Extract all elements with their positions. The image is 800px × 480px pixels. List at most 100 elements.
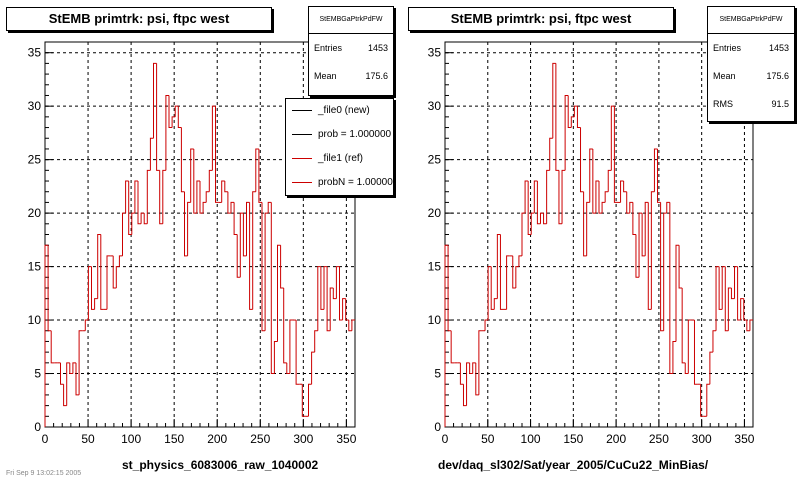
histogram-bin	[693, 320, 698, 385]
x-tick-label: 250	[250, 432, 270, 446]
histogram-bin	[496, 234, 501, 299]
y-tick-label: 15	[28, 260, 42, 274]
histogram-bin	[493, 298, 498, 310]
x-tick-label: 100	[121, 432, 141, 446]
y-tick-label: 35	[428, 46, 442, 60]
histogram-bin	[663, 212, 667, 331]
histogram-bin	[555, 63, 559, 171]
histogram-bin	[326, 266, 331, 332]
x-tick-label: 50	[481, 432, 495, 446]
histogram-bin	[246, 201, 250, 256]
stats-label: RMS	[713, 99, 733, 109]
histogram-bin	[193, 148, 197, 214]
histogram-bin	[564, 94, 569, 171]
histogram-bin	[115, 266, 120, 288]
histogram-bin	[335, 266, 340, 299]
histogram-bin	[63, 384, 67, 407]
legend-line-icon	[292, 134, 312, 135]
histogram-bin	[348, 320, 352, 332]
histogram-bin	[450, 330, 455, 364]
histogram-bin	[255, 148, 259, 192]
histogram-bin	[205, 191, 210, 203]
histogram-bin	[208, 169, 213, 192]
histogram-bin	[490, 266, 495, 310]
histogram-bin	[700, 384, 704, 417]
histogram-bin	[660, 202, 664, 332]
histogram-bin	[289, 319, 293, 374]
histogram-bin	[60, 362, 64, 385]
timestamp-footer: Fri Sep 9 13:02:15 2005	[6, 470, 82, 477]
histogram-bin	[546, 169, 550, 224]
histogram-bin	[512, 255, 516, 289]
histogram-bin	[215, 106, 219, 203]
histogram-bin	[47, 245, 52, 332]
histogram-bin	[657, 148, 661, 203]
histogram-bin	[177, 106, 182, 129]
histogram-bin	[211, 105, 216, 171]
histogram-bin	[171, 116, 176, 128]
legend-box: _file0 (new) prob = 1.000000 _file1 (ref…	[285, 98, 394, 196]
stats-box: StEMBGaPtrkPdFW Entries 1453 Mean 175.6	[308, 6, 394, 96]
histogram-bin	[159, 170, 163, 225]
histogram-bin	[190, 148, 194, 203]
histogram-bin	[570, 116, 575, 128]
histogram-bin	[721, 266, 726, 310]
histogram-bin	[576, 106, 581, 129]
histogram-bin	[165, 94, 169, 171]
histogram-bin	[598, 181, 603, 214]
stats-row-entries: Entries 1453	[309, 34, 393, 62]
histogram-bin	[506, 255, 510, 310]
histogram-bin	[727, 287, 732, 331]
histogram-bin	[131, 212, 135, 235]
histogram-bin	[580, 127, 584, 193]
histogram-bin	[740, 298, 744, 321]
histogram-bin	[311, 351, 315, 385]
histogram-bin	[100, 234, 104, 310]
histogram-bin	[84, 319, 89, 331]
legend-label: _file1 (ref)	[318, 153, 364, 164]
histogram-bin	[236, 234, 241, 278]
histogram-bin	[610, 105, 615, 171]
histogram-bin	[261, 202, 266, 332]
stats-value: 91.5	[771, 99, 789, 109]
histogram-bin	[527, 181, 532, 235]
histogram-bin	[128, 181, 132, 235]
histogram-bin	[672, 340, 676, 374]
histogram-bin	[604, 191, 609, 203]
histogram-bin	[277, 244, 281, 342]
stats-value: 1453	[768, 43, 789, 53]
stats-label: Mean	[314, 71, 337, 81]
x-tick-label: 100	[521, 432, 541, 446]
histogram-bin	[69, 362, 73, 375]
histogram-bin	[549, 137, 553, 171]
histogram-bin	[469, 362, 473, 375]
histogram-bin	[687, 319, 692, 374]
y-tick-label: 30	[428, 99, 442, 113]
histogram-bin	[233, 202, 238, 235]
histogram-bin	[715, 266, 720, 331]
histogram-bin	[162, 169, 166, 224]
histogram-bin	[487, 266, 492, 321]
histogram-bin	[620, 180, 624, 203]
histogram-bin	[583, 191, 587, 257]
stats-box: StEMBGaPtrkPdFW Entries 1453 Mean 175.6 …	[707, 6, 795, 122]
histogram-bin	[650, 191, 655, 310]
histogram-bin	[94, 298, 98, 310]
histogram-bin	[444, 244, 449, 427]
x-axis-label: dev/daq_sl302/Sat/year_2005/CuCu22_MinBi…	[438, 458, 709, 472]
histogram-bin	[718, 266, 723, 310]
histogram-bin	[75, 362, 80, 396]
legend-label: prob = 1.000000	[318, 129, 392, 140]
histogram-bin	[644, 201, 649, 256]
histogram-bin	[669, 202, 673, 375]
histogram-bin	[623, 181, 627, 193]
histogram-bin	[484, 319, 489, 331]
y-tick-label: 15	[428, 260, 442, 274]
legend-entry: prob = 1.000000	[286, 123, 393, 147]
histogram-bin	[196, 180, 200, 214]
y-tick-label: 10	[28, 313, 42, 327]
stats-row-mean: Mean 175.6	[708, 62, 794, 90]
y-tick-label: 5	[34, 367, 41, 381]
histogram-bin	[475, 362, 479, 396]
stats-row-mean: Mean 175.6	[309, 62, 393, 90]
